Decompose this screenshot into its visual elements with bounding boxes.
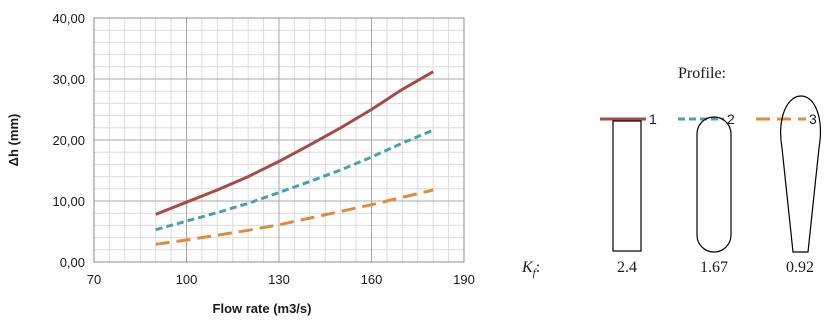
major-grid	[93, 17, 465, 263]
series-line-2	[155, 128, 434, 232]
kf-label: Kf:	[521, 259, 540, 279]
rounded-profile-shape	[696, 116, 732, 253]
rectangular-profile-shape	[612, 120, 642, 252]
legend-label-3: 3	[809, 111, 817, 127]
streamlined-profile-shape	[780, 95, 821, 253]
series-lines	[155, 70, 434, 246]
kf-value-streamlined: 0.92	[786, 259, 814, 276]
x-tick-label: 130	[268, 272, 290, 287]
x-tick-label: 100	[176, 272, 198, 287]
kf-value-rectangular: 2.4	[617, 259, 637, 276]
profile-panel: Profile: 1 2 3 Kf: 2.4 1.67 0.92	[521, 65, 821, 279]
y-axis-label: Δh (mm)	[6, 114, 21, 167]
y-tick-label: 0,00	[60, 255, 85, 270]
x-axis-label: Flow rate (m3/s)	[213, 301, 312, 316]
legend: 1 2 3	[600, 111, 817, 127]
x-tick-label: 70	[87, 272, 101, 287]
x-tick-label: 160	[361, 272, 383, 287]
series-line-1	[155, 70, 434, 216]
series-line-3	[155, 188, 434, 246]
y-tick-labels: 0,00 10,00 20,00 30,00 40,00	[52, 11, 85, 270]
plot-border	[93, 17, 465, 263]
profile-title: Profile:	[678, 65, 726, 82]
legend-label-1: 1	[649, 111, 657, 127]
kf-value-rounded: 1.67	[700, 259, 728, 276]
y-tick-label: 40,00	[52, 11, 85, 26]
y-tick-label: 30,00	[52, 72, 85, 87]
x-tick-labels: 70 100 130 160 190	[87, 272, 475, 287]
y-tick-label: 10,00	[52, 194, 85, 209]
y-tick-label: 20,00	[52, 133, 85, 148]
plot-area: 0,00 10,00 20,00 30,00 40,00 70 100 130 160 190	[52, 11, 474, 287]
x-tick-label: 190	[453, 272, 475, 287]
legend-label-2: 2	[727, 111, 735, 127]
